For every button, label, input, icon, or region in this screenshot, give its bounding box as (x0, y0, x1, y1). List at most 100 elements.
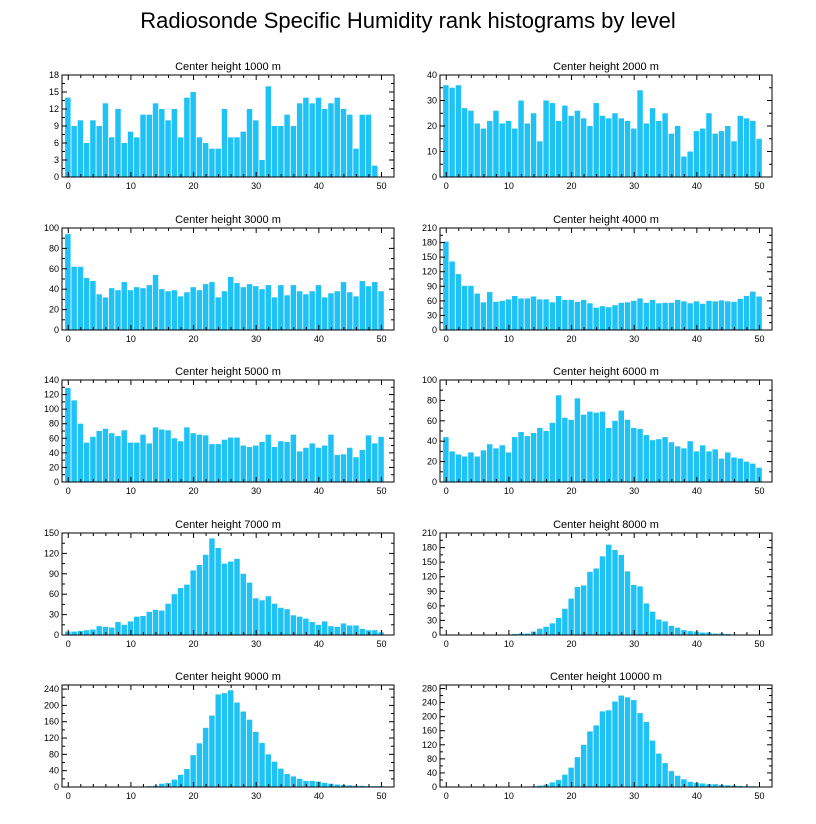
histogram-bar (271, 761, 278, 787)
y-tick-label: 160 (422, 726, 437, 736)
histogram-bar (474, 456, 480, 482)
panel-title: Center height 4000 m (553, 214, 659, 226)
histogram-bar (737, 115, 744, 177)
y-tick-label: 90 (49, 569, 59, 579)
x-tick-label: 30 (629, 486, 639, 496)
histogram-bar (618, 695, 624, 787)
histogram-bar (77, 266, 84, 330)
histogram-bar (246, 582, 253, 635)
histogram-bar (347, 625, 353, 635)
x-tick-label: 30 (251, 639, 261, 649)
x-tick-label: 20 (189, 639, 199, 649)
histogram-bar (284, 773, 290, 787)
histogram-bar (699, 445, 706, 482)
histogram-bar (240, 131, 246, 177)
histogram-bar (121, 430, 127, 482)
histogram-bar (455, 454, 462, 482)
histogram-bar (234, 558, 240, 635)
histogram-bar (493, 110, 499, 177)
x-tick-label: 40 (692, 791, 702, 801)
panel-title: Center height 3000 m (175, 214, 281, 226)
histogram-bar (127, 131, 134, 177)
histogram-bar (303, 97, 309, 177)
histogram-bar (184, 769, 190, 787)
y-tick-label: 210 (422, 223, 437, 233)
histogram-bar (587, 571, 593, 635)
histogram-bar (365, 286, 372, 330)
y-tick-label: 240 (422, 698, 437, 708)
histogram-bar (259, 742, 265, 787)
x-tick-label: 0 (66, 486, 71, 496)
histogram-bar (612, 701, 618, 787)
histogram-bar (580, 744, 587, 787)
histogram-bar (71, 631, 77, 635)
histogram-bar (284, 114, 290, 177)
histogram-bar (334, 97, 340, 177)
histogram-bar (152, 609, 159, 635)
x-tick-label: 30 (629, 639, 639, 649)
histogram-bar (259, 441, 265, 482)
histogram-bar (549, 422, 556, 482)
histogram-bar (656, 439, 662, 482)
y-tick-label: 30 (427, 615, 437, 625)
histogram-bar (693, 301, 700, 330)
histogram-bar (265, 285, 272, 330)
histogram-panel: Center height 9000 m 0 10 20 30 40 50 0 40 80 120 1… (44, 671, 395, 801)
y-tick-label: 60 (49, 264, 59, 274)
histogram-bar (309, 622, 315, 635)
histogram-bar (190, 570, 196, 635)
histogram-bar (177, 588, 184, 635)
histogram-bar (115, 109, 121, 177)
histogram-bar (284, 441, 290, 482)
histogram-bar (146, 611, 153, 635)
histogram-bar (215, 148, 221, 177)
histogram-bar (612, 113, 618, 177)
histogram-bar (108, 137, 115, 177)
histogram-bar (77, 120, 84, 177)
histogram-bar (543, 431, 549, 482)
histogram-bar (315, 624, 322, 635)
y-tick-label: 80 (427, 395, 437, 405)
histogram-bar (152, 274, 159, 330)
histogram-bar (505, 120, 512, 177)
histogram-bar (71, 126, 77, 177)
histogram-bar (624, 302, 631, 330)
y-tick-label: 100 (422, 375, 437, 385)
histogram-bar (184, 292, 190, 330)
y-tick-label: 0 (432, 630, 437, 640)
histogram-bar (662, 113, 668, 177)
histogram-bar (265, 596, 272, 635)
histogram-bar (637, 713, 643, 787)
histogram-bar (353, 296, 359, 330)
histogram-bar (102, 297, 109, 330)
histogram-bar (455, 274, 462, 330)
histogram-bar (259, 160, 265, 177)
x-tick-label: 30 (629, 791, 639, 801)
histogram-bar (668, 771, 675, 787)
histogram-bar (530, 433, 537, 482)
histogram-bar (599, 115, 606, 177)
x-tick-label: 10 (126, 639, 136, 649)
histogram-bar (555, 618, 562, 635)
y-tick-label: 150 (422, 557, 437, 567)
y-tick-label: 30 (427, 310, 437, 320)
histogram-bar (196, 434, 203, 482)
histogram-bar (359, 281, 366, 330)
histogram-bar (215, 444, 221, 482)
x-tick-label: 40 (692, 181, 702, 191)
y-tick-label: 180 (422, 238, 437, 248)
histogram-bar (712, 301, 718, 330)
histogram-bar (549, 103, 556, 177)
histogram-bar (480, 450, 487, 482)
y-tick-label: 3 (54, 155, 59, 165)
histogram-bar (449, 261, 455, 330)
histogram-bar (184, 427, 190, 482)
histogram-bar (674, 627, 681, 635)
histogram-bar (568, 419, 574, 482)
histogram-bar (196, 290, 203, 330)
histogram-bar (271, 447, 278, 482)
histogram-bar (328, 434, 334, 482)
histogram-bar (580, 585, 587, 635)
histogram-bar (656, 619, 662, 635)
histogram-bar (134, 442, 140, 482)
